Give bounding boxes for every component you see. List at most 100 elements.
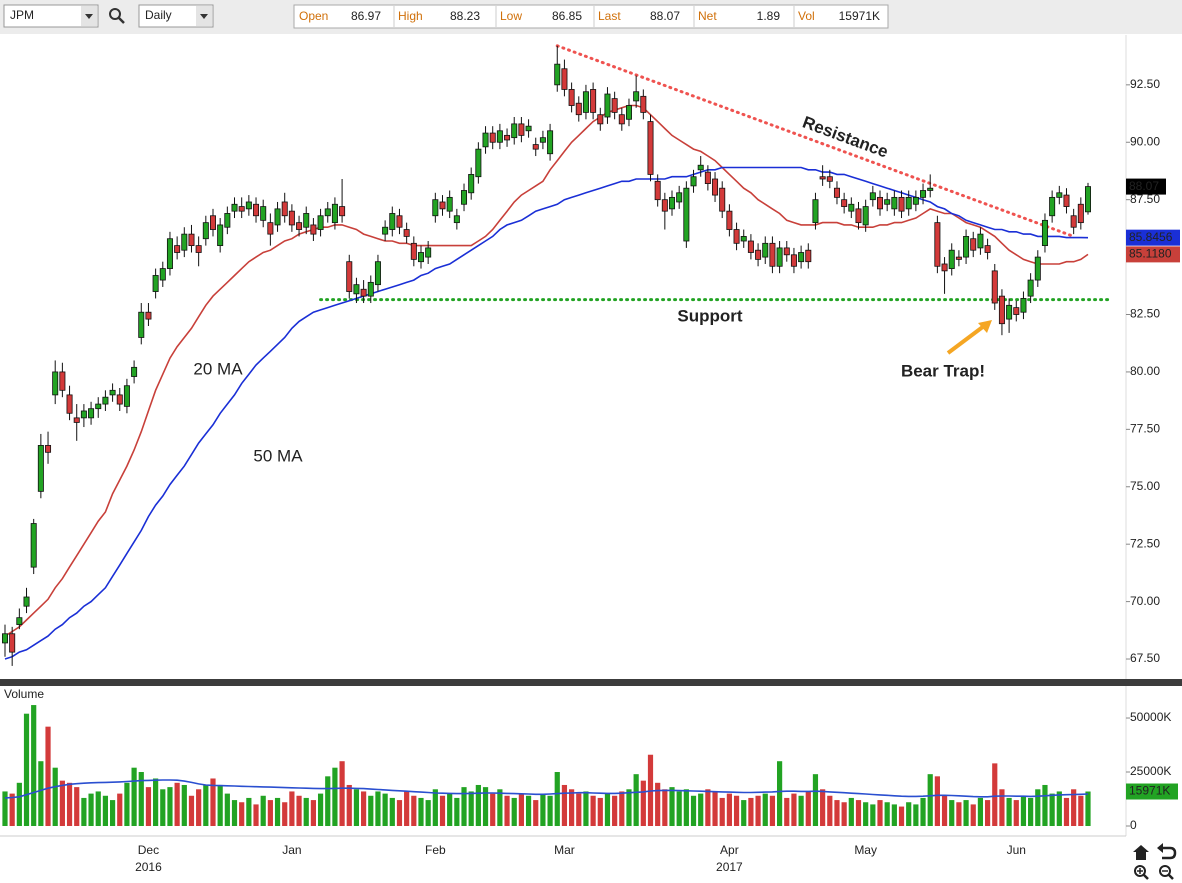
candle-body — [138, 311, 145, 338]
y-tick-label: 0 — [1130, 818, 1137, 832]
candle-body — [396, 215, 403, 228]
volume-bar — [217, 784, 223, 826]
volume-bar — [203, 784, 209, 826]
volume-bar — [9, 793, 15, 826]
candle-body — [432, 199, 439, 217]
candle-body — [52, 371, 59, 396]
candle-body — [920, 190, 927, 198]
candle-body — [934, 222, 941, 267]
candle-body — [963, 236, 970, 258]
volume-bar — [117, 793, 123, 826]
symbol-box[interactable] — [3, 4, 99, 28]
y-tick-label: 75.00 — [1130, 479, 1160, 493]
volume-bar — [525, 795, 532, 826]
volume-bar — [934, 776, 940, 826]
candle-body — [209, 215, 216, 230]
quote-label: Low — [500, 9, 522, 23]
volume-bar — [38, 761, 44, 826]
candle-body — [719, 187, 726, 212]
value-box — [1126, 783, 1178, 800]
volume-bar — [848, 797, 854, 826]
volume-bar — [741, 800, 747, 826]
volume-bar — [145, 787, 152, 826]
search-icon[interactable] — [109, 8, 125, 24]
volume-bar — [1063, 797, 1070, 826]
zoom-in-icon[interactable] — [1134, 865, 1149, 880]
candle-body — [303, 213, 310, 228]
candle-body — [238, 206, 245, 212]
home-icon[interactable] — [1133, 845, 1149, 860]
candle-body — [382, 226, 389, 235]
candle-body — [611, 98, 618, 113]
undo-icon[interactable] — [1157, 843, 1177, 860]
volume-bar — [52, 767, 58, 826]
volume-bar — [1085, 791, 1091, 826]
volume-bar — [841, 802, 847, 826]
volume-bar — [88, 793, 94, 826]
volume-bar — [439, 795, 446, 826]
value-box — [1126, 246, 1180, 263]
value-box-label: 15971K — [1129, 784, 1170, 798]
candle-body — [439, 201, 446, 210]
dropdown-arrow — [85, 14, 93, 19]
volume-bar — [791, 793, 797, 826]
resistance-label: Resistance — [800, 113, 891, 162]
candle-body — [253, 203, 260, 217]
volume-bar — [640, 780, 646, 826]
quote-label: Net — [698, 9, 717, 23]
candle-body — [977, 233, 984, 249]
volume-bar — [418, 797, 424, 826]
quote-value: 88.23 — [450, 9, 480, 23]
interval-box[interactable] — [138, 4, 214, 28]
candle-body — [547, 130, 554, 155]
candle-body — [826, 176, 833, 182]
volume-bar — [310, 800, 317, 826]
candle-body — [855, 208, 862, 224]
x-tick-label: Apr — [720, 843, 739, 857]
volume-bar — [920, 797, 926, 826]
volume-bar — [992, 763, 998, 826]
volume-bar — [368, 795, 374, 826]
volume-bar — [569, 789, 575, 826]
quote-label: Last — [598, 9, 621, 23]
candle-body — [331, 203, 338, 224]
x-year-label: 2017 — [716, 860, 743, 874]
value-box — [1126, 229, 1180, 246]
zoom-out-icon[interactable] — [1159, 865, 1174, 880]
callout-arrowhead — [978, 320, 992, 333]
y-tick-label: 80.00 — [1130, 364, 1160, 378]
volume-bar — [253, 804, 259, 826]
candle-body — [762, 242, 769, 258]
volume-bar — [798, 795, 804, 826]
candle-body — [159, 268, 166, 281]
candle-body — [697, 164, 704, 171]
quote: Open 86.97 High 88.23 Low 86.85 Last 88.07 Net 1.… — [299, 6, 880, 27]
candle-body — [912, 196, 919, 205]
candle-body — [654, 180, 661, 201]
candle-body — [1049, 196, 1056, 217]
volume-bar — [353, 789, 360, 826]
volume-bar — [325, 776, 331, 826]
candle-body — [489, 132, 496, 143]
callout-arrow — [946, 324, 986, 355]
x-tick-label: Mar — [554, 843, 575, 857]
candle-body — [23, 596, 30, 607]
volume-bar — [375, 791, 381, 826]
candle-body — [2, 633, 8, 644]
volume-bar — [540, 793, 546, 826]
volume-bar — [977, 797, 984, 826]
candle-body — [805, 249, 812, 263]
candle-body — [568, 89, 575, 106]
candle-body — [231, 203, 238, 212]
volume-bar — [95, 791, 101, 826]
candle-body — [468, 174, 475, 194]
candle-body — [202, 222, 209, 240]
volume-bar — [1049, 793, 1055, 826]
volume-bar — [425, 800, 431, 826]
volume-bar — [927, 774, 933, 826]
candle-body — [661, 199, 668, 212]
candle-body — [496, 130, 503, 143]
volume-bar — [698, 793, 704, 826]
volume-bar — [762, 793, 768, 826]
value-box — [1126, 178, 1166, 195]
